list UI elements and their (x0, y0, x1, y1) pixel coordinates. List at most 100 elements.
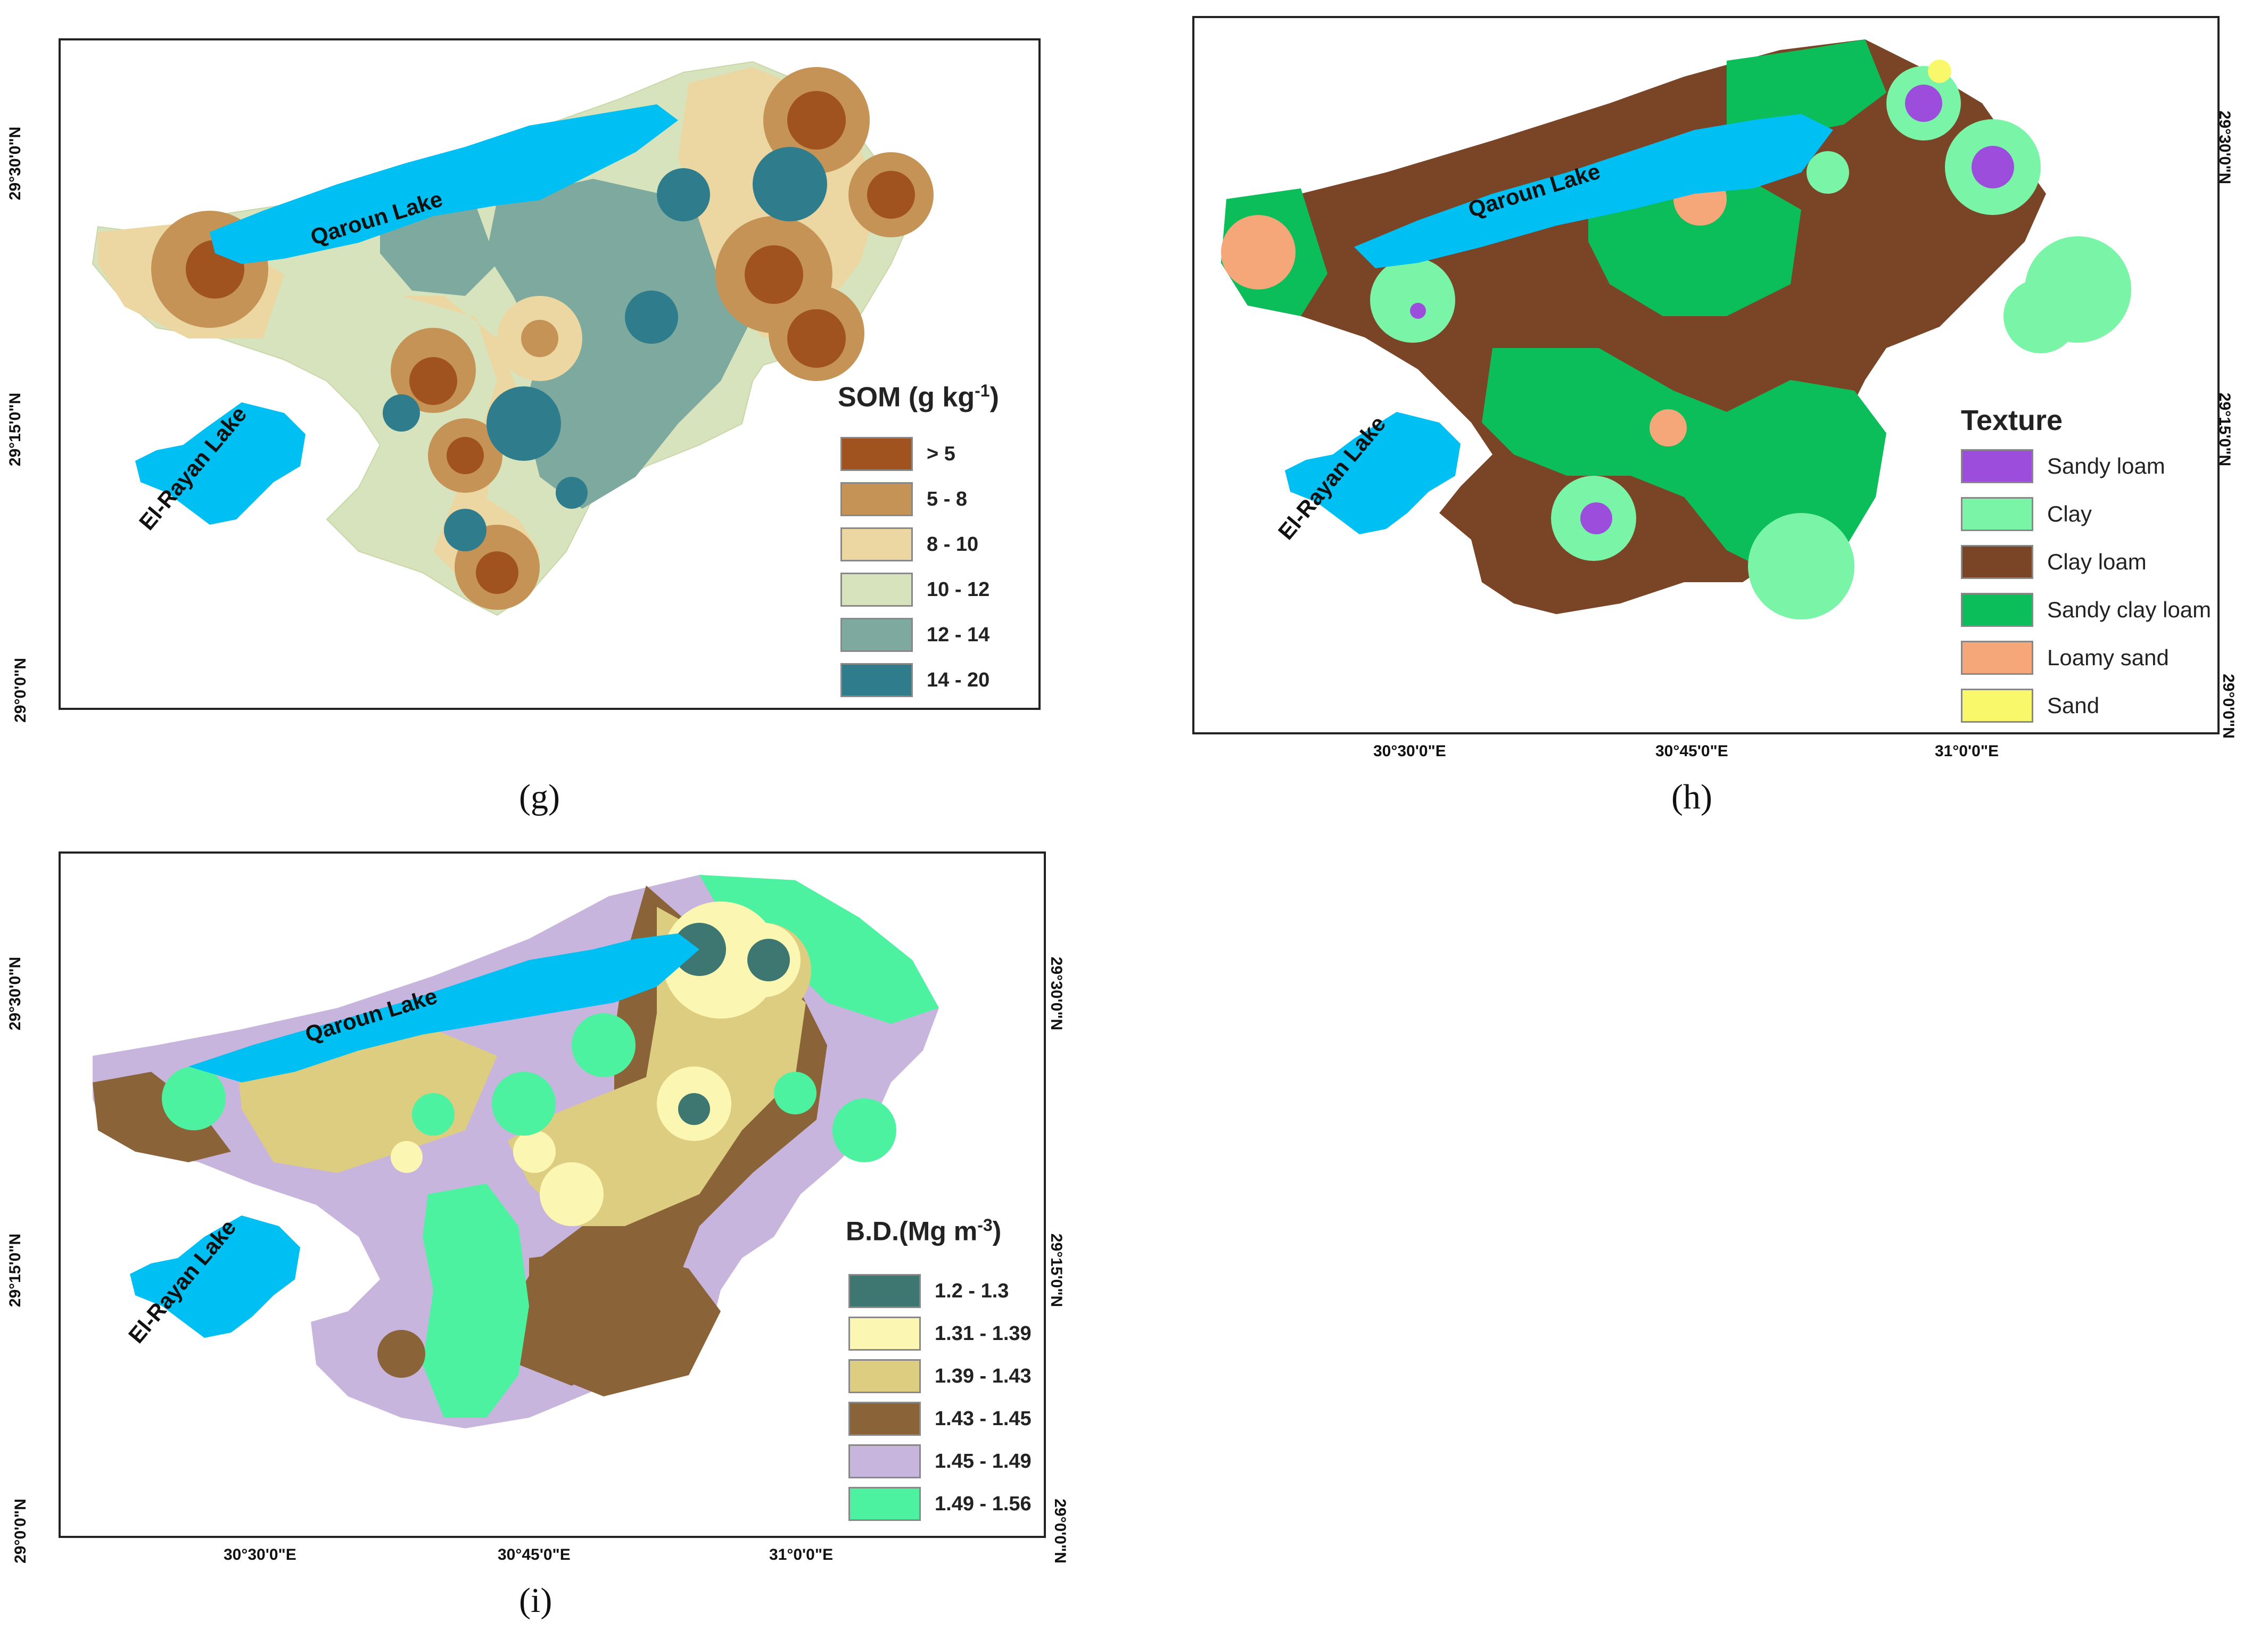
legend-swatch (1961, 593, 2033, 627)
legend-item: Sand (1961, 689, 2099, 723)
map-frame-i: Qaroun Lake El-Rayan Lake B.D.(Mg m-3) 1… (59, 851, 1046, 1538)
texture-patch (1221, 215, 1296, 290)
som-patch (383, 394, 420, 432)
legend-item: Clay loam (1961, 545, 2147, 579)
legend-swatch (840, 663, 913, 697)
bd-patch (377, 1330, 425, 1378)
legend-swatch (848, 1487, 921, 1521)
legend-item: 12 - 14 (840, 618, 989, 652)
caption-h: (h) (1671, 777, 1712, 816)
legend-swatch (848, 1402, 921, 1436)
texture-patch (1905, 85, 1942, 122)
lat-label: 29°0'0"N (11, 658, 29, 723)
legend-item: 1.45 - 1.49 (848, 1444, 1032, 1478)
bd-patch (412, 1093, 455, 1136)
legend-swatch (840, 437, 913, 471)
lat-label: 29°0'0"N (2219, 674, 2237, 739)
texture-patch (1928, 60, 1951, 83)
legend-title: SOM (g kg-1) (838, 381, 999, 413)
el-rayan-lake (135, 402, 306, 525)
legend-item: 5 - 8 (840, 482, 967, 516)
qaroun-lake (210, 104, 678, 264)
legend-swatch (848, 1359, 921, 1393)
texture-patch (1650, 409, 1687, 446)
legend-item: Sandy loam (1961, 449, 2165, 483)
texture-patch (1972, 146, 2014, 188)
som-patch (486, 386, 561, 461)
legend-item: 10 - 12 (840, 573, 989, 607)
map-frame-g: Qaroun Lake El-Rayan Lake SOM (g kg-1) >… (59, 38, 1041, 710)
texture-patch (1370, 258, 1455, 343)
legend-swatch (840, 573, 913, 607)
texture-patch (1580, 502, 1612, 534)
lon-label: 31°0'0"E (769, 1546, 834, 1564)
map-panel-h: Qaroun Lake El-Rayan Lake Texture Sandy … (1160, 0, 2267, 830)
legend-item: 1.43 - 1.45 (848, 1402, 1032, 1436)
som-patch (444, 509, 486, 551)
legend-swatch (840, 527, 913, 561)
legend-swatch (840, 482, 913, 516)
legend-item: 1.39 - 1.43 (848, 1359, 1032, 1393)
legend-swatch (1961, 689, 2033, 723)
som-patch (787, 91, 846, 150)
legend-swatch (1961, 545, 2033, 579)
som-patch (476, 551, 518, 594)
som-patch (447, 437, 484, 474)
som-patch (521, 320, 558, 357)
lon-label: 30°30'0"E (1373, 742, 1446, 760)
bd-patch (699, 875, 939, 1024)
legend-title: Texture (1961, 404, 2063, 436)
legend-swatch (848, 1317, 921, 1351)
lon-label: 30°45'0"E (498, 1546, 571, 1564)
texture-patch (2003, 279, 2078, 353)
lon-label: 30°45'0"E (1655, 742, 1728, 760)
som-patch (380, 205, 497, 296)
som-map (92, 61, 934, 616)
caption-g: (g) (519, 777, 560, 816)
map-frame-h: Qaroun Lake El-Rayan Lake Texture Sandy … (1192, 16, 2220, 734)
som-patch (753, 147, 827, 221)
legend-item: > 5 (840, 437, 955, 471)
legend-item: Loamy sand (1961, 641, 2169, 675)
caption-i: (i) (519, 1581, 552, 1620)
lat-label: 29°0'0"N (11, 1499, 29, 1564)
texture-patch (1807, 151, 1849, 194)
lat-label: 29°30'0"N (6, 126, 24, 201)
bd-patch (678, 1093, 710, 1125)
lat-label: 29°30'0"N (1048, 956, 1066, 1031)
bulk-density-map (93, 875, 939, 1428)
som-patch (401, 296, 540, 594)
map-panel-i: Qaroun Lake El-Rayan Lake B.D.(Mg m-3) 1… (0, 846, 1091, 1646)
texture-patch (1956, 135, 1977, 156)
legend-item: 8 - 10 (840, 527, 978, 561)
lat-label: 29°15'0"N (1048, 1233, 1066, 1308)
som-patch (625, 291, 678, 344)
legend-item: 1.2 - 1.3 (848, 1274, 1009, 1308)
bd-patch (774, 1072, 817, 1114)
bd-patch (391, 1141, 423, 1173)
som-patch (745, 245, 803, 304)
bd-patch (747, 939, 790, 981)
bd-patch (832, 1098, 896, 1162)
legend-item: Sandy clay loam (1961, 593, 2211, 627)
lon-label: 30°30'0"E (224, 1546, 296, 1564)
bd-patch (572, 1013, 636, 1077)
qaroun-lake (188, 933, 699, 1082)
som-patch (657, 168, 710, 221)
bd-patch (162, 1066, 226, 1130)
lat-label: 29°30'0"N (6, 956, 24, 1031)
el-rayan-lake (1285, 412, 1461, 534)
legend-swatch (848, 1274, 921, 1308)
lat-label: 29°30'0"N (2216, 110, 2234, 185)
texture-map (1221, 39, 2131, 619)
legend-item: Clay (1961, 497, 2092, 531)
bd-patch (93, 1072, 231, 1162)
map-panel-g: Qaroun Lake El-Rayan Lake SOM (g kg-1) >… (0, 0, 1091, 830)
legend-item: 14 - 20 (840, 663, 989, 697)
som-patch (787, 309, 846, 368)
bd-patch (529, 1247, 721, 1396)
lat-label: 29°15'0"N (2216, 392, 2234, 467)
lat-label: 29°15'0"N (6, 1233, 24, 1308)
bd-patch (513, 1130, 556, 1173)
som-patch (556, 477, 588, 509)
